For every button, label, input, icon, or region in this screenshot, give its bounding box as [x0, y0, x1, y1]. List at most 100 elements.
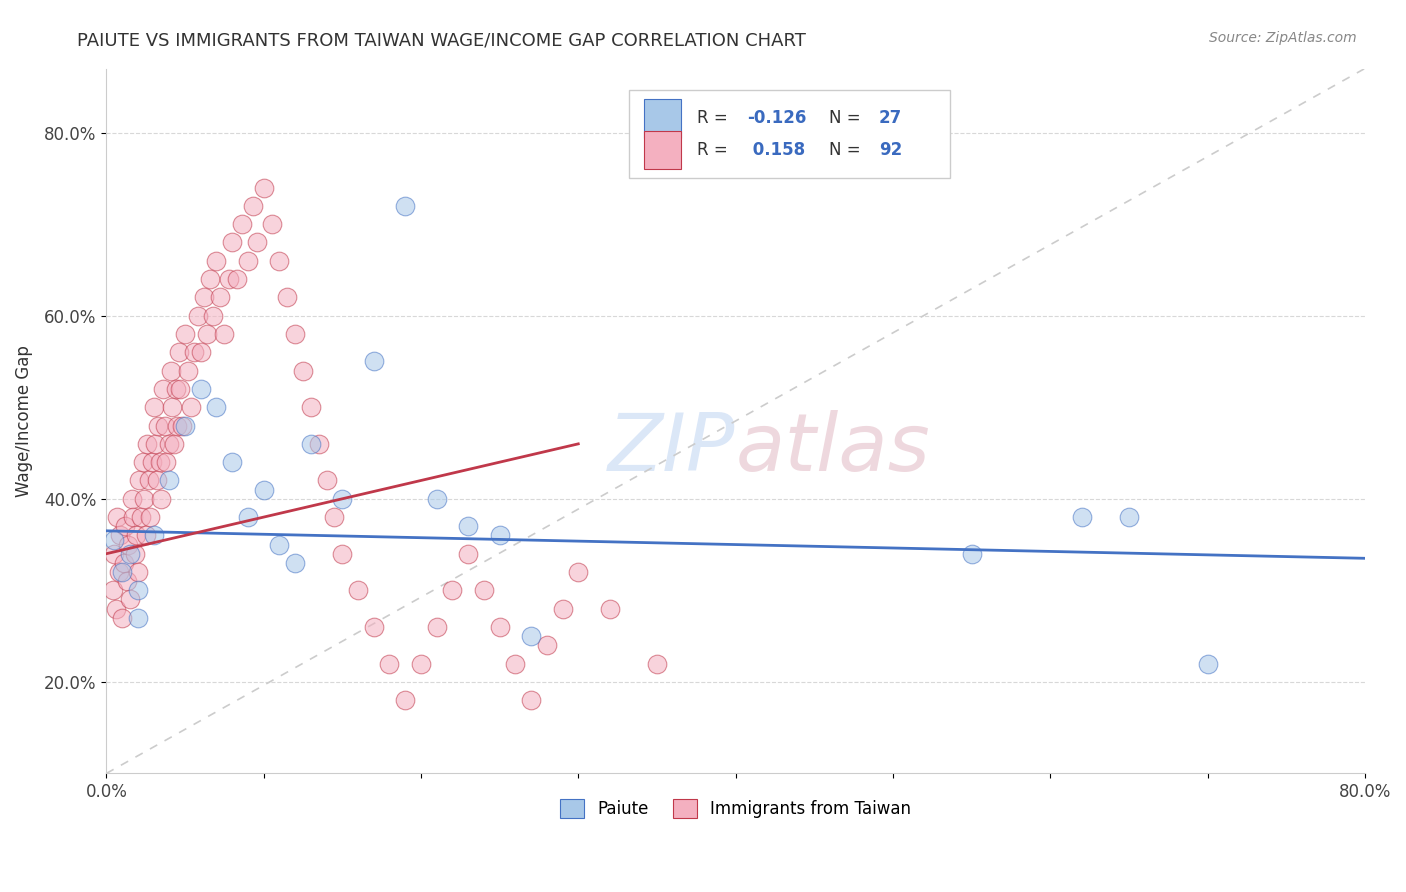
Point [118, 592, 141, 607]
Point [138, 474, 160, 488]
Point [124, 547, 146, 561]
Text: 0.158: 0.158 [747, 141, 806, 159]
Point [170, 418, 193, 433]
Legend: Paiute, Immigrants from Taiwan: Paiute, Immigrants from Taiwan [554, 792, 918, 825]
Point [308, 437, 330, 451]
Point [284, 326, 307, 341]
Point [128, 474, 150, 488]
Point [299, 401, 322, 415]
Point [198, 272, 221, 286]
Text: N =: N = [828, 109, 866, 128]
Point [291, 363, 314, 377]
Point [163, 437, 186, 451]
Point [139, 510, 162, 524]
Point [145, 474, 167, 488]
Point [315, 474, 337, 488]
Point [112, 556, 135, 570]
Point [135, 528, 157, 542]
Text: Source: ZipAtlas.com: Source: ZipAtlas.com [1209, 31, 1357, 45]
Point [505, 657, 527, 671]
Point [155, 455, 177, 469]
Point [111, 565, 134, 579]
FancyBboxPatch shape [644, 99, 682, 137]
Point [218, 272, 240, 286]
Point [165, 382, 187, 396]
Point [330, 491, 353, 506]
Point [488, 620, 510, 634]
Point [115, 574, 138, 589]
Point [157, 474, 180, 488]
Point [284, 556, 307, 570]
Point [108, 565, 131, 579]
Point [253, 180, 276, 194]
Point [174, 326, 197, 341]
Point [195, 326, 218, 341]
Point [269, 253, 291, 268]
Point [132, 491, 155, 506]
Point [114, 519, 136, 533]
Point [426, 491, 449, 506]
Text: R =: R = [696, 109, 733, 128]
Point [472, 583, 495, 598]
Point [136, 437, 159, 451]
Point [214, 326, 236, 341]
Point [118, 547, 141, 561]
Point [567, 565, 589, 579]
Point [231, 217, 253, 231]
Point [205, 401, 228, 415]
Point [167, 345, 190, 359]
Text: atlas: atlas [735, 410, 931, 488]
Point [152, 382, 174, 396]
Point [190, 345, 212, 359]
Point [299, 437, 322, 451]
Point [129, 510, 152, 524]
Text: -0.126: -0.126 [747, 109, 806, 128]
Point [488, 528, 510, 542]
Point [599, 601, 621, 615]
Point [162, 401, 184, 415]
Point [101, 583, 124, 598]
Point [208, 290, 231, 304]
Text: N =: N = [828, 141, 866, 159]
Point [520, 693, 543, 707]
Point [1118, 510, 1140, 524]
Point [103, 547, 125, 561]
Point [131, 455, 153, 469]
Point [187, 309, 209, 323]
Point [190, 382, 212, 396]
Point [153, 418, 176, 433]
Point [330, 547, 353, 561]
Point [142, 401, 165, 415]
Point [117, 537, 139, 551]
Point [221, 235, 243, 250]
Text: 27: 27 [879, 109, 903, 128]
Point [409, 657, 432, 671]
Point [394, 693, 416, 707]
Point [177, 363, 200, 377]
Point [363, 620, 385, 634]
Text: 92: 92 [879, 141, 903, 159]
Y-axis label: Wage/Income Gap: Wage/Income Gap [15, 345, 32, 497]
Point [551, 601, 574, 615]
Point [246, 235, 269, 250]
Point [441, 583, 464, 598]
Point [236, 510, 259, 524]
Point [193, 290, 215, 304]
Point [149, 455, 172, 469]
Point [142, 528, 165, 542]
Point [1197, 657, 1219, 671]
Point [141, 455, 163, 469]
Point [127, 565, 149, 579]
Point [122, 510, 145, 524]
Point [174, 418, 197, 433]
Text: PAIUTE VS IMMIGRANTS FROM TAIWAN WAGE/INCOME GAP CORRELATION CHART: PAIUTE VS IMMIGRANTS FROM TAIWAN WAGE/IN… [77, 31, 806, 49]
Point [110, 528, 132, 542]
Point [645, 657, 668, 671]
Point [104, 601, 127, 615]
Point [127, 583, 149, 598]
Point [1070, 510, 1092, 524]
Point [269, 537, 291, 551]
Point [202, 309, 225, 323]
FancyBboxPatch shape [644, 130, 682, 169]
Text: R =: R = [696, 141, 733, 159]
